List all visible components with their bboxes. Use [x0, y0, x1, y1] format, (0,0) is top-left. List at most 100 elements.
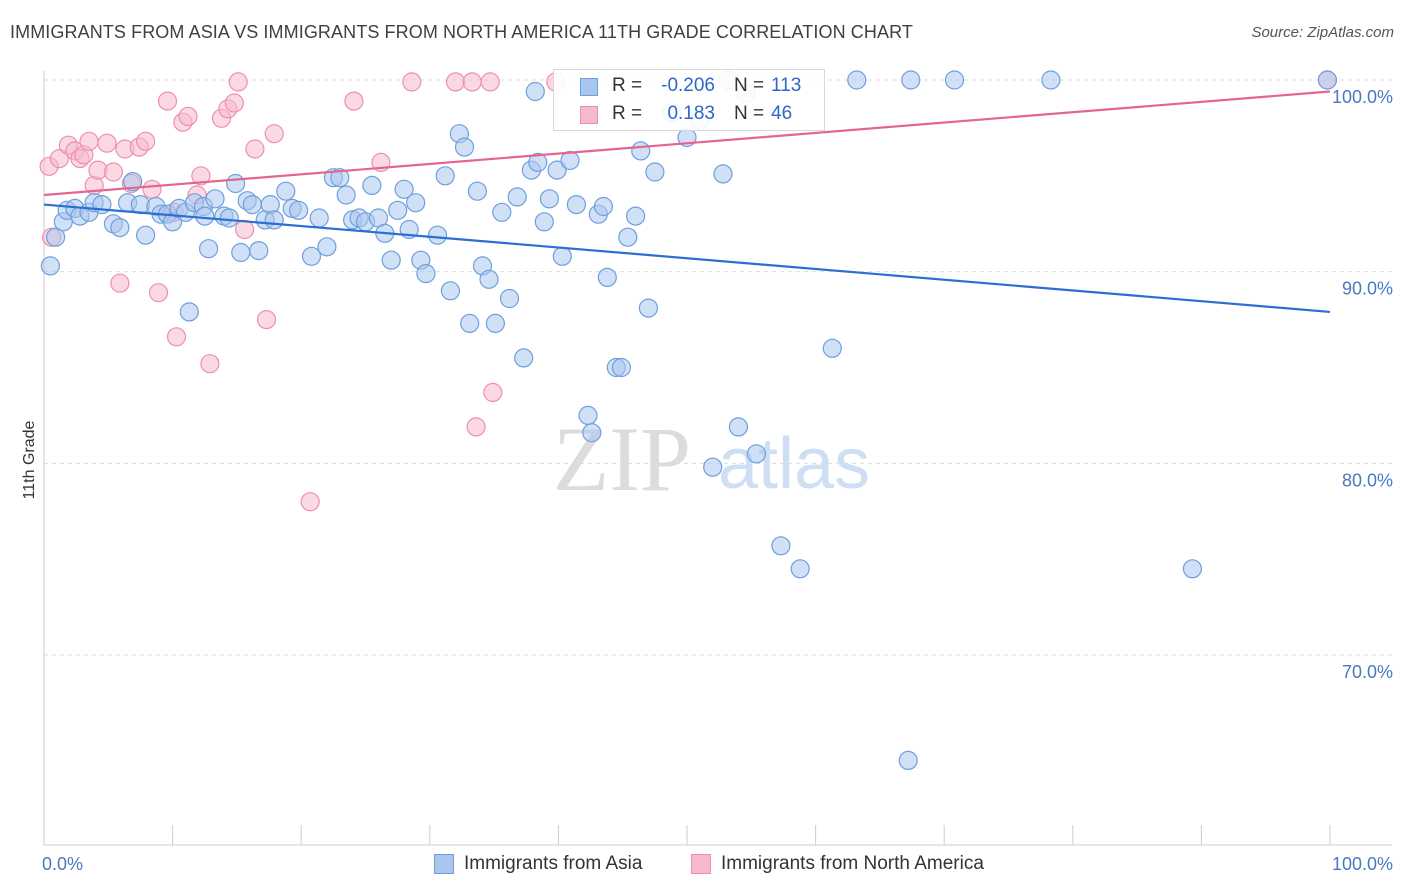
- legend-swatch-north-america: [580, 106, 598, 124]
- x-tick-label: 100.0%: [1332, 854, 1393, 874]
- asia-point: [454, 137, 475, 157]
- asia-point: [746, 444, 767, 464]
- legend-n-value: 113: [771, 75, 802, 96]
- asia-point: [552, 246, 572, 266]
- asia-point: [593, 196, 614, 217]
- asia-point: [479, 269, 499, 289]
- asia-point: [242, 195, 262, 215]
- asia-point: [618, 227, 638, 247]
- asia-point: [301, 246, 322, 266]
- asia-point: [45, 227, 66, 247]
- asia-point: [525, 81, 545, 102]
- legend-r-label: R =: [612, 75, 643, 96]
- north-america-point: [166, 327, 187, 347]
- asia-point: [539, 189, 560, 209]
- north-america-point: [462, 72, 482, 92]
- watermark-atlas: atlas: [718, 424, 870, 504]
- legend-n-label: N =: [734, 75, 765, 96]
- asia-point: [597, 267, 617, 287]
- north-america-point: [483, 382, 503, 402]
- y-tick-labels: 100.0% 90.0% 80.0% 70.0%: [1332, 87, 1393, 682]
- north-america-point: [103, 162, 124, 182]
- legend-n-value: 46: [771, 103, 793, 124]
- asia-point: [394, 179, 414, 199]
- axes: [43, 71, 1392, 846]
- trend-line-north-america: [43, 90, 1331, 197]
- asia-point: [330, 168, 350, 188]
- asia-point: [249, 241, 269, 261]
- asia-point: [631, 141, 651, 161]
- asia-point: [728, 417, 749, 437]
- asia-point: [309, 208, 329, 228]
- asia-point: [362, 175, 382, 195]
- asia-point: [713, 164, 733, 184]
- asia-point: [1041, 70, 1061, 90]
- asia-point: [611, 357, 632, 378]
- y-tick-label: 80.0%: [1342, 470, 1393, 490]
- asia-point: [703, 457, 723, 477]
- asia-point: [226, 173, 246, 194]
- series-legend-swatch-north-america: [691, 854, 711, 874]
- asia-point: [381, 250, 401, 270]
- watermark-zip: ZIP: [553, 408, 691, 510]
- north-america-point: [344, 91, 364, 111]
- asia-point: [179, 302, 199, 322]
- north-america-point: [97, 133, 117, 153]
- north-america-point: [445, 72, 466, 92]
- asia-point: [110, 218, 130, 238]
- chart-title: IMMIGRANTS FROM ASIA VS IMMIGRANTS FROM …: [10, 22, 913, 42]
- asia-point: [638, 298, 659, 318]
- series-legend: Immigrants from Asia Immigrants from Nor…: [0, 852, 1406, 878]
- asia-point: [547, 160, 567, 180]
- asia-point: [534, 212, 554, 232]
- north-america-point: [402, 72, 422, 92]
- y-axis-label: 11th Grade: [21, 420, 38, 499]
- asia-point: [560, 150, 580, 171]
- legend-row-asia: R = -0.206 N = 113: [554, 73, 824, 101]
- asia-point: [406, 193, 426, 213]
- asia-point: [219, 208, 239, 228]
- asia-point: [499, 288, 520, 309]
- asia-point: [847, 70, 867, 90]
- series-legend-label-asia: Immigrants from Asia: [464, 853, 643, 874]
- asia-point: [625, 206, 646, 226]
- asia-point: [822, 338, 842, 358]
- asia-point: [485, 313, 505, 333]
- asia-point: [336, 185, 356, 205]
- asia-point: [205, 189, 225, 209]
- asia-point: [289, 200, 309, 220]
- north-america-point: [142, 179, 162, 199]
- north-america-point: [200, 354, 220, 374]
- asia-point: [136, 225, 156, 245]
- asia-point: [199, 239, 219, 259]
- legend-swatch-asia: [580, 78, 598, 96]
- asia-point: [578, 405, 598, 425]
- north-america-point: [148, 283, 169, 303]
- asia-point: [790, 559, 810, 579]
- legend-r-label: R =: [612, 103, 643, 124]
- north-america-point: [79, 131, 99, 151]
- asia-point: [427, 225, 448, 245]
- asia-point: [901, 70, 921, 90]
- series-legend-swatch-asia: [434, 854, 454, 874]
- asia-point: [435, 166, 455, 186]
- asia-point: [507, 187, 527, 207]
- north-america-point: [264, 124, 284, 144]
- trend-lines: [43, 90, 1331, 314]
- north-america-point: [191, 166, 211, 186]
- north-america-point: [178, 106, 198, 127]
- asia-point: [582, 423, 602, 443]
- asia-point: [528, 152, 548, 172]
- legend-row-north-america: R = 0.183 N = 46: [554, 101, 824, 129]
- y-tick-label: 100.0%: [1332, 87, 1393, 107]
- asia-point: [195, 206, 215, 226]
- asia-point: [388, 200, 408, 220]
- asia-point: [276, 181, 296, 201]
- x-tick-label: 0.0%: [42, 854, 83, 874]
- asia-point: [231, 242, 251, 263]
- asia-point: [317, 237, 337, 257]
- north-america-point: [228, 72, 248, 92]
- asia-point: [944, 70, 965, 90]
- series-north-america-points: [39, 70, 1338, 512]
